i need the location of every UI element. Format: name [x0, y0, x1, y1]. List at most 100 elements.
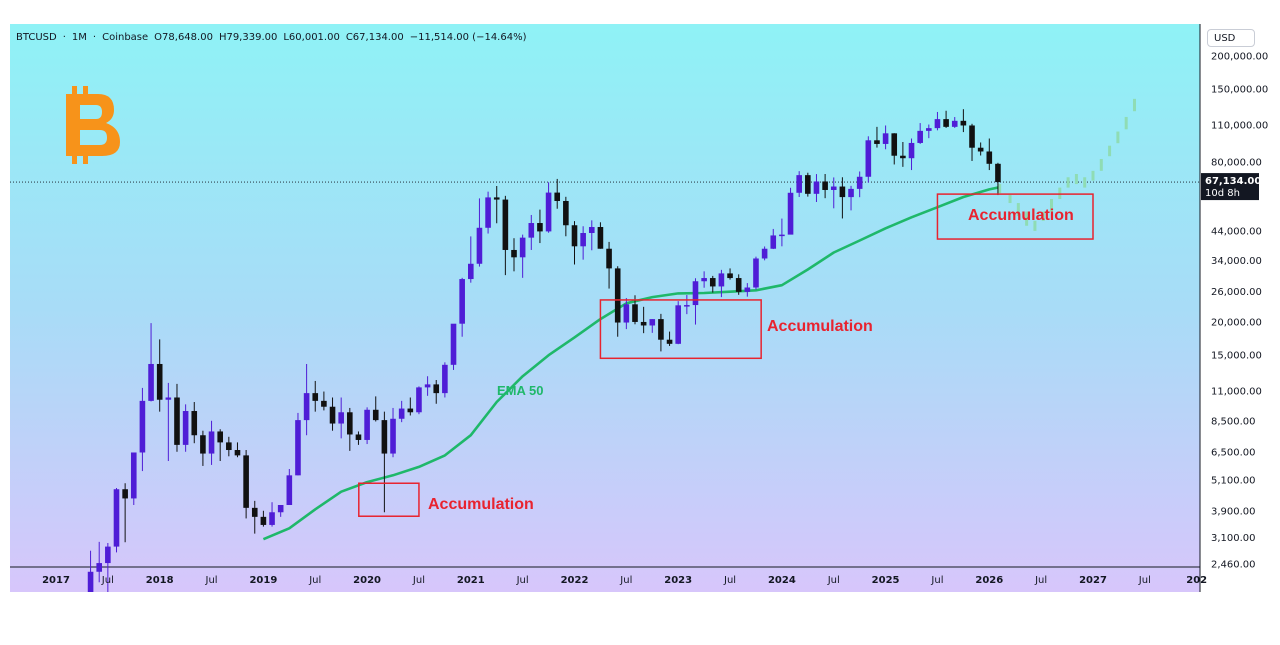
candle-body: [519, 237, 526, 258]
open-value: O78,648.00: [154, 32, 213, 43]
interval-label[interactable]: 1M: [71, 32, 87, 43]
price-tick-label: 5,100.00: [1211, 475, 1256, 486]
ema-50-label: EMA 50: [497, 383, 543, 398]
price-tag-countdown: 10d 8h: [1205, 188, 1240, 199]
projection-candle: [1016, 203, 1020, 217]
candle-body: [200, 435, 206, 454]
candle-body: [243, 455, 249, 508]
candle-body: [251, 507, 258, 517]
candle-body: [969, 125, 975, 148]
candle-body: [995, 163, 1001, 183]
projection-candle: [998, 184, 1002, 194]
candle-body: [571, 225, 578, 247]
candle-body: [321, 400, 327, 407]
projection-candle: [1050, 198, 1054, 212]
price-tick-label: 26,000.00: [1211, 287, 1262, 298]
accumulation-label-2026: Accumulation: [968, 207, 1074, 224]
time-tick-label: 2024: [768, 575, 796, 586]
projection-candle: [1108, 145, 1112, 157]
candle-body: [329, 406, 336, 424]
candle-body: [208, 431, 215, 454]
candle-body: [277, 504, 284, 513]
currency-button[interactable]: USD: [1207, 29, 1255, 47]
candle-body: [286, 475, 293, 505]
candle-body: [269, 512, 275, 525]
candle-body: [105, 546, 111, 564]
price-tick-label: 20,000.00: [1211, 317, 1262, 328]
candle-body: [174, 397, 180, 445]
candle-body: [234, 450, 241, 456]
candle-body: [433, 384, 440, 394]
time-tick-label: 2023: [664, 575, 692, 586]
candle-body: [545, 192, 552, 232]
price-axis-background: [1200, 24, 1270, 592]
price-chart[interactable]: 2,460.00 3,100.00 3,900.00 5,100.00 6,500.00…: [10, 24, 1270, 592]
projection-candle: [1058, 187, 1062, 199]
candle-body: [813, 181, 820, 194]
projection-candle: [1041, 211, 1045, 221]
candle-body: [675, 305, 681, 344]
projection-candle: [1033, 220, 1037, 231]
time-tick-label: 2026: [975, 575, 1003, 586]
candle-body: [226, 442, 232, 451]
candle-body: [148, 363, 154, 401]
candle-body: [926, 128, 932, 131]
candle-body: [217, 431, 223, 443]
candle-body: [640, 321, 647, 326]
candle-body: [632, 304, 638, 322]
candle-body: [761, 248, 768, 259]
time-tick-label: Jul: [412, 575, 425, 586]
chart-container: 2,460.00 3,100.00 3,900.00 5,100.00 6,500.00…: [10, 24, 1270, 592]
candle-body: [476, 227, 483, 264]
projection-candle: [1132, 98, 1136, 112]
candle-body: [588, 227, 595, 234]
candle-body: [986, 151, 993, 164]
candle-body: [684, 305, 690, 307]
bitcoin-logo: [66, 86, 120, 164]
candle-body: [113, 489, 120, 547]
accumulation-label-2020: Accumulation: [428, 496, 534, 513]
candle-body: [554, 192, 561, 201]
candle-body: [787, 192, 794, 235]
candle-body: [442, 364, 448, 394]
accumulation-label-2022: Accumulation: [767, 318, 873, 335]
price-tick-label: 3,900.00: [1211, 506, 1256, 517]
close-value: C67,134.00: [345, 32, 404, 43]
time-tick-label: 2027: [1079, 575, 1107, 586]
candle-body: [839, 186, 846, 198]
candle-body: [511, 249, 517, 258]
candle-body: [753, 258, 759, 288]
candle-body: [934, 119, 941, 129]
time-tick-label: Jul: [723, 575, 736, 586]
candle-body: [468, 263, 474, 280]
candle-body: [303, 393, 310, 421]
candle-body: [891, 133, 898, 156]
candle-body: [528, 223, 535, 238]
candle-body: [156, 363, 163, 400]
price-tick-label: 44,000.00: [1211, 226, 1262, 237]
time-tick-label: Jul: [205, 575, 218, 586]
candle-body: [623, 304, 630, 323]
time-tick-label: 2021: [457, 575, 485, 586]
candle-body: [735, 278, 742, 292]
time-tick-label: 2025: [872, 575, 900, 586]
time-tick-label: Jul: [1138, 575, 1151, 586]
projection-candle: [1116, 131, 1120, 144]
symbol-name[interactable]: BTCUSD: [16, 32, 57, 43]
candle-body: [718, 273, 725, 287]
candle-body: [727, 273, 733, 279]
candle-body: [917, 130, 923, 143]
candle-body: [87, 571, 94, 592]
candle-body: [260, 516, 267, 525]
candle-body: [390, 418, 396, 454]
candle-body: [364, 409, 370, 440]
candle-body: [856, 176, 863, 189]
candle-body: [182, 411, 189, 445]
candle-body: [882, 133, 889, 144]
time-tick-label: 2018: [146, 575, 174, 586]
candle-body: [796, 175, 802, 193]
candle-body: [805, 175, 811, 194]
price-tick-label: 15,000.00: [1211, 351, 1262, 362]
candle-body: [865, 140, 872, 177]
price-tick-label: 11,000.00: [1211, 387, 1262, 398]
